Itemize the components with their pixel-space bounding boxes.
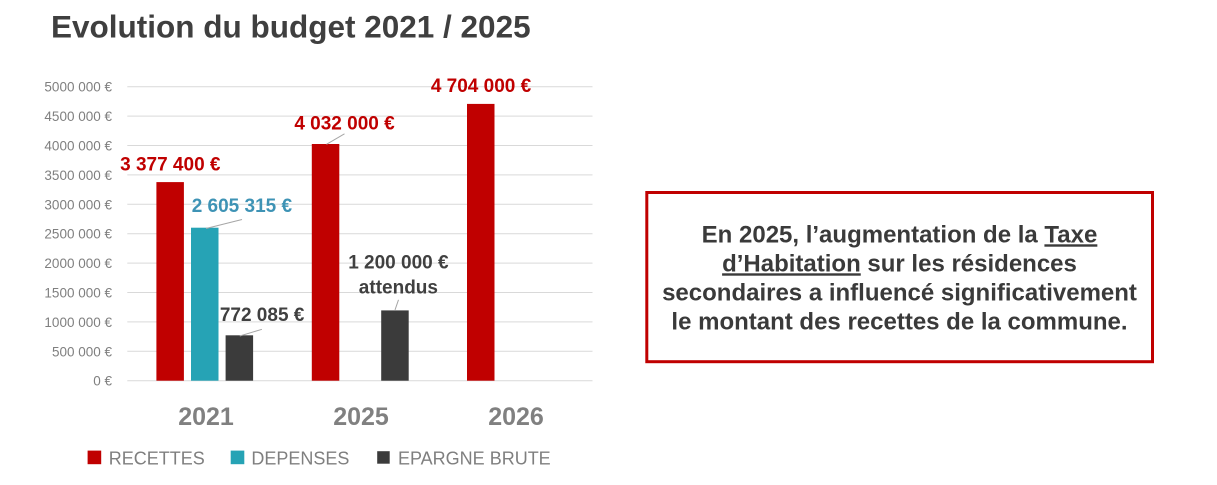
- svg-text:5000 000 €: 5000 000 €: [44, 80, 112, 95]
- svg-text:EPARGNE BRUTE: EPARGNE BRUTE: [398, 448, 551, 468]
- svg-text:attendus: attendus: [359, 277, 438, 298]
- svg-text:RECETTES: RECETTES: [109, 448, 205, 468]
- svg-text:2500 000 €: 2500 000 €: [44, 227, 112, 242]
- svg-text:d’Habitation sur les résidence: d’Habitation sur les résidences: [722, 250, 1077, 277]
- svg-text:2026: 2026: [488, 403, 544, 431]
- svg-text:4 704 000 €: 4 704 000 €: [431, 76, 532, 97]
- svg-text:Evolution du budget 2021 / 202: Evolution du budget 2021 / 2025: [51, 9, 531, 45]
- svg-text:3500 000 €: 3500 000 €: [44, 168, 112, 183]
- svg-text:1 200 000 €: 1 200 000 €: [348, 252, 449, 273]
- svg-text:3000 000 €: 3000 000 €: [44, 197, 112, 212]
- svg-text:500 000 €: 500 000 €: [52, 344, 113, 359]
- svg-text:4000 000 €: 4000 000 €: [44, 139, 112, 154]
- svg-text:1500 000 €: 1500 000 €: [44, 286, 112, 301]
- svg-text:4 032 000 €: 4 032 000 €: [294, 114, 395, 135]
- svg-text:0 €: 0 €: [93, 374, 112, 389]
- svg-text:1000 000 €: 1000 000 €: [44, 315, 112, 330]
- svg-text:2 605 315 €: 2 605 315 €: [192, 196, 293, 217]
- svg-text:DEPENSES: DEPENSES: [251, 448, 349, 468]
- svg-text:2021: 2021: [178, 403, 234, 431]
- svg-text:2000 000 €: 2000 000 €: [44, 256, 112, 271]
- svg-text:secondaires a influencé signif: secondaires a influencé significativemen…: [662, 279, 1137, 306]
- svg-text:le montant des recettes de la: le montant des recettes de la commune.: [671, 308, 1127, 335]
- svg-text:4500 000 €: 4500 000 €: [44, 109, 112, 124]
- svg-text:2025: 2025: [333, 403, 389, 431]
- svg-text:En 2025, l’augmentation de la: En 2025, l’augmentation de la Taxe: [702, 221, 1098, 248]
- svg-text:772 085 €: 772 085 €: [220, 305, 305, 326]
- svg-text:3 377 400 €: 3 377 400 €: [120, 155, 221, 176]
